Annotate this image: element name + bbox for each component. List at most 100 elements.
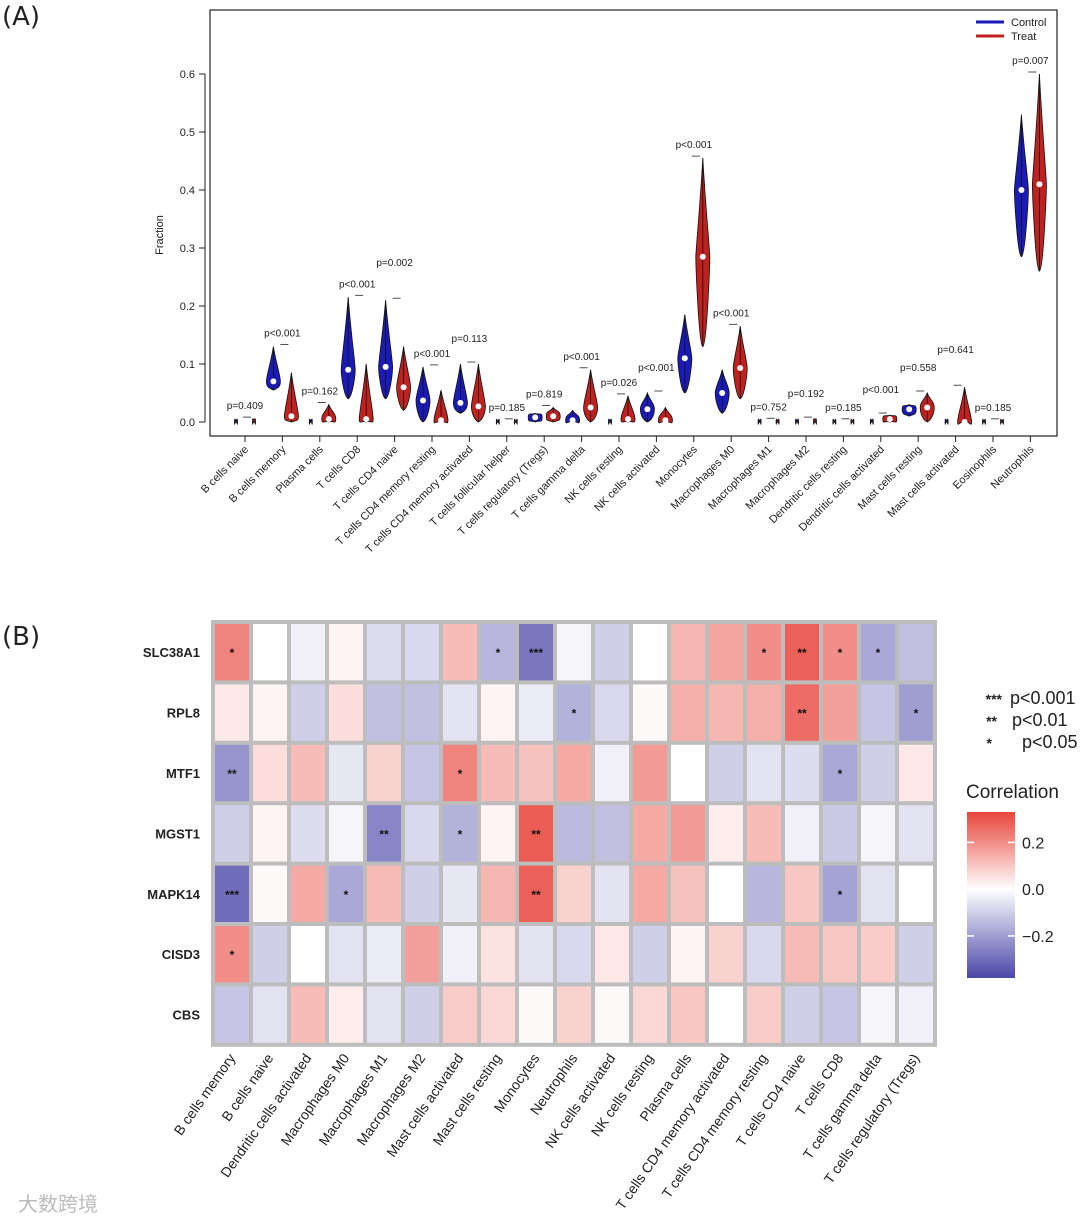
sig-legend-label: p<0.05 [1022, 732, 1078, 752]
heatmap-cell [899, 865, 933, 922]
significance-mark: * [876, 646, 881, 660]
row-label: CBS [173, 1008, 201, 1023]
y-tick-label: 0.4 [180, 185, 195, 197]
median-point [438, 417, 444, 424]
median-point [288, 413, 295, 420]
heatmap-cell [709, 624, 743, 681]
heatmap-cell [899, 744, 933, 802]
heatmap-cell [367, 624, 401, 681]
heatmap-cell [367, 805, 401, 862]
significance-mark: ** [227, 767, 237, 781]
median-point [569, 417, 576, 424]
significance-mark: * [838, 888, 843, 902]
heatmap-cell [899, 805, 933, 862]
heatmap-cell [215, 684, 249, 741]
x-tick-label: T cells gamma delta [510, 443, 589, 522]
heatmap-cell [671, 926, 705, 983]
median-point [382, 363, 389, 370]
x-tick-label: Macrophages M0 [669, 444, 738, 513]
median-point [886, 416, 893, 423]
p-value-label: p<0.001 [414, 349, 451, 360]
heatmap-cell [633, 624, 667, 681]
column-label: T cells CD4 naive [733, 1050, 809, 1149]
p-value-label: p=0.185 [975, 403, 1012, 414]
median-point [719, 390, 726, 396]
legend-label-treat: Treat [1011, 31, 1036, 43]
significance-mark: * [458, 767, 463, 781]
heatmap-cell [291, 624, 325, 681]
p-value-label: p<0.001 [638, 363, 675, 374]
median-point [961, 419, 968, 425]
heatmap-cell [709, 684, 743, 741]
median-point [681, 355, 688, 362]
column-label: Macrophages M0 [277, 1050, 352, 1148]
heatmap-cell [329, 684, 363, 741]
heatmap-cell [861, 684, 895, 741]
heatmap-cell [747, 865, 781, 922]
heatmap-cell [557, 865, 591, 922]
heatmap-cell [405, 624, 439, 681]
heatmap-cell [785, 624, 819, 681]
median-point [737, 365, 744, 372]
column-label: T cells CD4 memory resting [658, 1051, 770, 1201]
sig-legend-label: p<0.01 [1012, 710, 1068, 730]
heatmap-cell [481, 805, 515, 862]
row-label: RPL8 [167, 706, 200, 721]
significance-mark: * [230, 948, 235, 962]
heatmap-cell [861, 926, 895, 983]
heatmap-cell [747, 805, 781, 862]
heatmap-cell [443, 744, 477, 802]
median-point [532, 414, 539, 421]
significance-mark: * [762, 646, 767, 660]
x-tick-label: NK cells activated [592, 444, 662, 514]
sig-legend-stars: *** [986, 691, 1003, 707]
heatmap-cell [291, 684, 325, 741]
heatmap-cell [671, 624, 705, 681]
column-label: B cells naive [218, 1050, 276, 1124]
heatmap-cell [823, 986, 857, 1043]
heatmap-cell [899, 986, 933, 1043]
significance-mark: * [496, 646, 501, 660]
heatmap-cell [557, 926, 591, 983]
heatmap-cell [557, 684, 591, 741]
significance-mark: * [838, 767, 843, 781]
heatmap-cell [291, 986, 325, 1043]
heatmap-cell [481, 865, 515, 922]
heatmap-cell [671, 805, 705, 862]
heatmap-cell [861, 744, 895, 802]
heatmap-cell [557, 986, 591, 1043]
heatmap-cell [633, 926, 667, 983]
heatmap-cell [253, 744, 287, 802]
y-tick-label: 0.2 [180, 301, 195, 313]
heatmap-cell [519, 986, 553, 1043]
heatmap-cell [291, 926, 325, 983]
column-label: Mast cells resting [429, 1051, 504, 1149]
p-value-label: p<0.001 [863, 385, 900, 396]
heatmap-cell [785, 744, 819, 802]
y-tick-label: 0.0 [180, 417, 195, 429]
heatmap-cell [747, 986, 781, 1043]
significance-mark: ** [797, 646, 807, 660]
heatmap-cell [253, 805, 287, 862]
median-point [625, 416, 631, 423]
heatmap-cell [253, 684, 287, 741]
heatmap-cell [481, 986, 515, 1043]
column-label: B cells memory [170, 1051, 238, 1139]
violin-chart: 0.0 0.1 0.2 0.3 0.4 0.5 0.6 Fraction Control Trea… [154, 9, 1058, 556]
x-tick-label: Macrophages M2 [744, 444, 813, 513]
heatmap-cell [481, 624, 515, 681]
p-value-label: p<0.001 [676, 140, 713, 151]
heatmap-background [211, 620, 937, 1047]
median-point [699, 253, 706, 260]
median-point [420, 397, 426, 404]
heatmap-cell [899, 926, 933, 983]
heatmap-cell [861, 986, 895, 1043]
colorbar-tick-label: 0.0 [1022, 882, 1044, 899]
heatmap-cell [861, 624, 895, 681]
heatmap-cell [671, 744, 705, 802]
heatmap-cell [329, 744, 363, 802]
heatmap-cell [367, 926, 401, 983]
column-label: Monocytes [491, 1051, 543, 1116]
heatmap-cell [633, 684, 667, 741]
median-point [644, 406, 651, 413]
